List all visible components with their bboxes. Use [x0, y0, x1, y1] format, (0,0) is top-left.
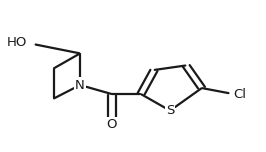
Text: Cl: Cl	[234, 88, 247, 101]
Text: HO: HO	[7, 36, 27, 49]
Text: N: N	[75, 79, 85, 92]
Text: O: O	[107, 118, 117, 131]
Text: S: S	[166, 104, 174, 117]
